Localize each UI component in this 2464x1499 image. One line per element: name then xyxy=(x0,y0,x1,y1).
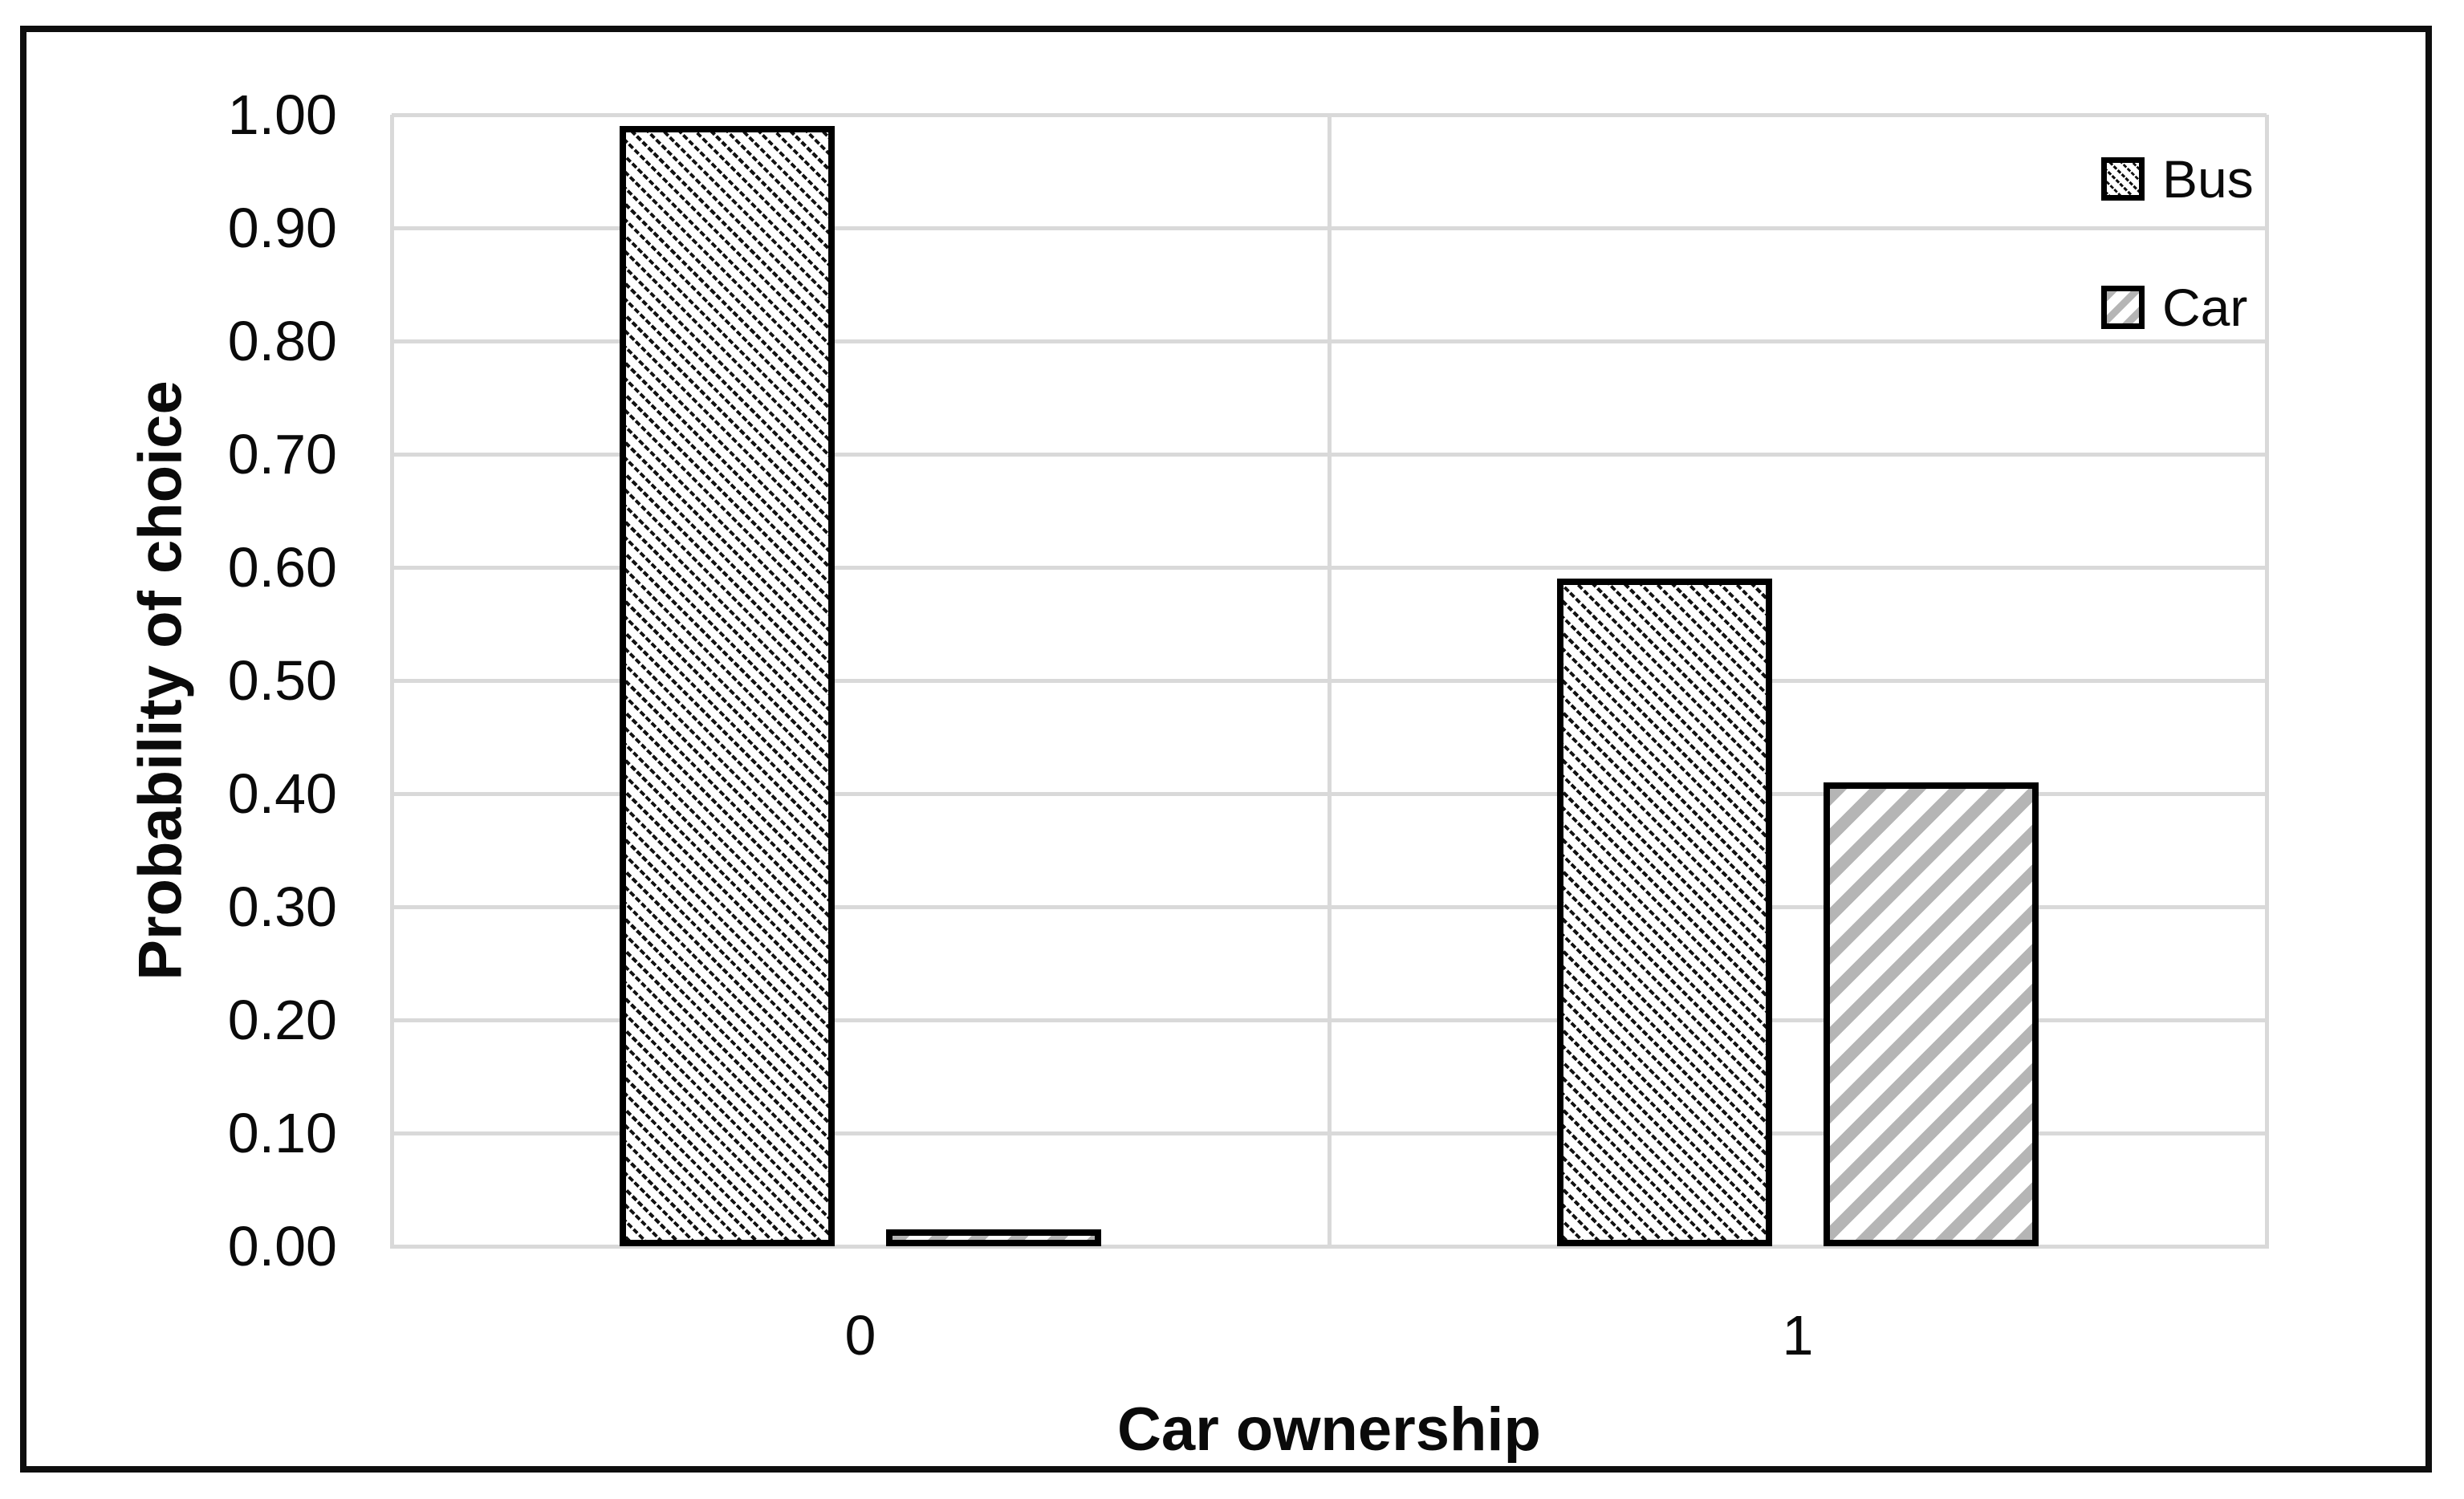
gridline-vertical xyxy=(2265,115,2269,1249)
bar-bus-cat1 xyxy=(1557,579,1772,1246)
y-tick-label: 0.00 xyxy=(227,1215,337,1278)
y-tick-label: 0.70 xyxy=(227,423,337,485)
x-axis-title: Car ownership xyxy=(1117,1395,1541,1464)
y-tick-label: 0.30 xyxy=(227,875,337,938)
legend-item-bus: Bus xyxy=(2101,152,2254,205)
x-tick-label: 0 xyxy=(844,1304,876,1367)
figure-frame xyxy=(20,26,2432,1473)
bus-hatch-swatch-icon xyxy=(2101,157,2145,201)
gridline-vertical xyxy=(390,115,394,1249)
x-tick-label: 1 xyxy=(1782,1304,1814,1367)
bar-car-cat1 xyxy=(1824,782,2039,1246)
legend-label-bus: Bus xyxy=(2162,149,2254,209)
y-tick-label: 0.10 xyxy=(227,1102,337,1164)
y-tick-label: 0.40 xyxy=(227,762,337,825)
car-hatch-swatch-icon xyxy=(2101,286,2145,329)
y-tick-label: 0.90 xyxy=(227,197,337,259)
bar-bus-cat0 xyxy=(620,126,835,1246)
gridline-vertical xyxy=(1328,115,1332,1249)
legend-item-car: Car xyxy=(2101,281,2254,334)
bar-car-cat0 xyxy=(886,1229,1101,1246)
y-tick-label: 0.20 xyxy=(227,989,337,1051)
legend-label-car: Car xyxy=(2162,278,2248,337)
legend: Bus Car xyxy=(2101,152,2254,414)
y-tick-label: 0.80 xyxy=(227,310,337,372)
y-tick-label: 0.50 xyxy=(227,649,337,712)
y-tick-label: 1.00 xyxy=(227,83,337,146)
y-tick-label: 0.60 xyxy=(227,536,337,599)
